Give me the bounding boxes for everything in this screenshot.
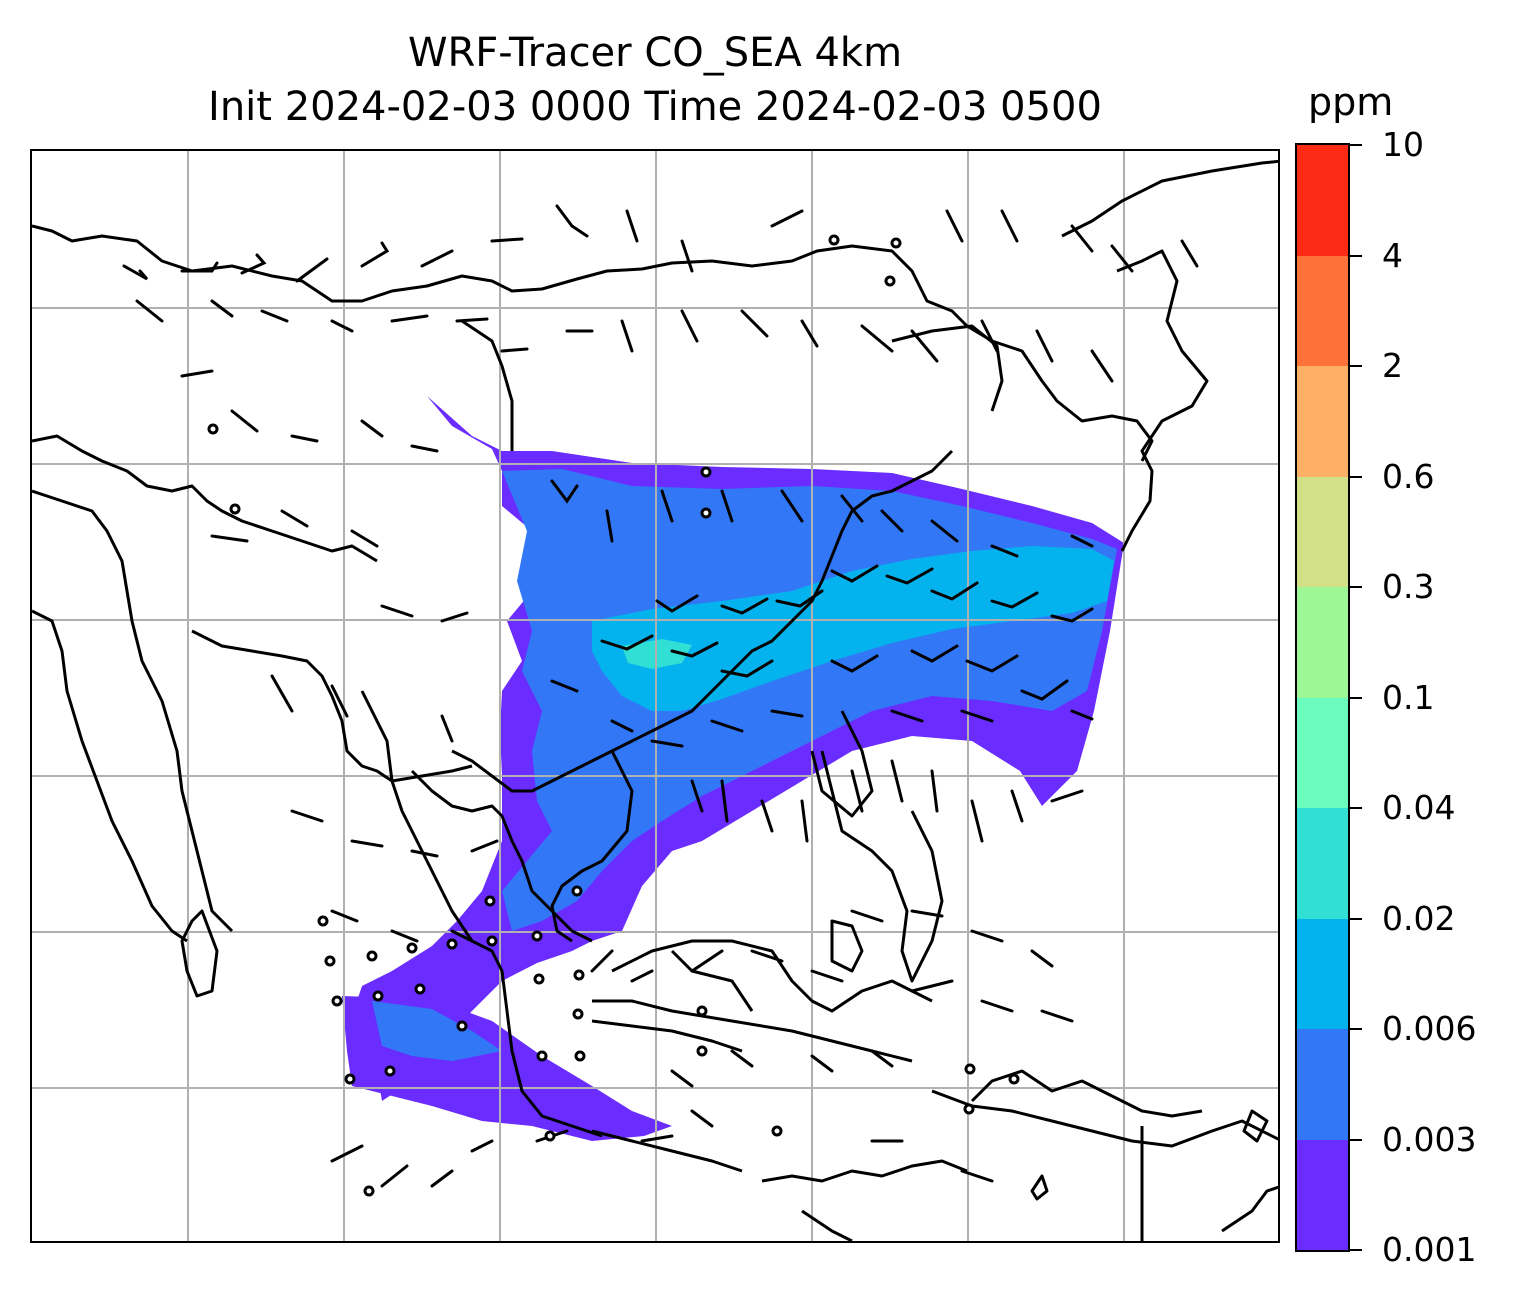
- calm-wind-markers: [207, 234, 1020, 1197]
- colorbar-tick-label: 0.02: [1382, 898, 1456, 938]
- gridlines: [32, 151, 1278, 1241]
- colorbar-segment: [1297, 1139, 1348, 1250]
- colorbar-tick: [1350, 144, 1362, 146]
- colorbar-segment: [1297, 365, 1348, 477]
- map-panel: [30, 149, 1280, 1243]
- colorbar-segment: [1297, 918, 1348, 1029]
- colorbar-tick: [1350, 365, 1362, 367]
- colorbar-tick-label: 0.003: [1382, 1119, 1477, 1159]
- colorbar-tick-label: 2: [1382, 346, 1403, 385]
- colorbar-segment: [1297, 807, 1348, 919]
- map-canvas: [32, 151, 1278, 1241]
- map-title: WRF-Tracer CO_SEA 4km: [407, 30, 903, 76]
- colorbar-tick: [1350, 1249, 1362, 1251]
- colorbar-tick: [1350, 1028, 1362, 1030]
- colorbar-tick-label: 0.001: [1382, 1230, 1477, 1269]
- colorbar-tick-label: 0.1: [1382, 677, 1435, 717]
- colorbar-segment: [1297, 586, 1348, 698]
- colorbar-segment: [1297, 255, 1348, 366]
- colorbar-segment: [1297, 697, 1348, 808]
- colorbar-tick: [1350, 475, 1362, 478]
- colorbar-tick-label: 10: [1382, 125, 1424, 164]
- colorbar-tick: [1350, 1138, 1362, 1141]
- colorbar-tick: [1350, 696, 1362, 699]
- coastlines: [32, 159, 1278, 1241]
- colorbar-tick: [1350, 807, 1362, 809]
- colorbar-tick-label: 0.006: [1382, 1009, 1477, 1048]
- colorbar: [1295, 143, 1350, 1252]
- wind-barbs: [122, 204, 1199, 1188]
- plume-level-2-south: [372, 1001, 502, 1061]
- map-subtitle: Init 2024-02-03 0000 Time 2024-02-03 050…: [208, 84, 1102, 130]
- colorbar-segment: [1297, 476, 1348, 587]
- colorbar-tick-label: 0.04: [1382, 788, 1456, 827]
- colorbar-segment: [1297, 144, 1348, 256]
- colorbar-unit-label: ppm: [1308, 80, 1394, 124]
- colorbar-tick-label: 0.6: [1382, 456, 1435, 496]
- colorbar-tick-label: 4: [1382, 235, 1403, 275]
- colorbar-tick: [1350, 254, 1362, 257]
- colorbar-tick-label: 0.3: [1382, 567, 1435, 606]
- colorbar-tick: [1350, 586, 1362, 588]
- colorbar-segment: [1297, 1028, 1348, 1140]
- plume-level-2: [502, 469, 1117, 931]
- colorbar-tick: [1350, 917, 1362, 920]
